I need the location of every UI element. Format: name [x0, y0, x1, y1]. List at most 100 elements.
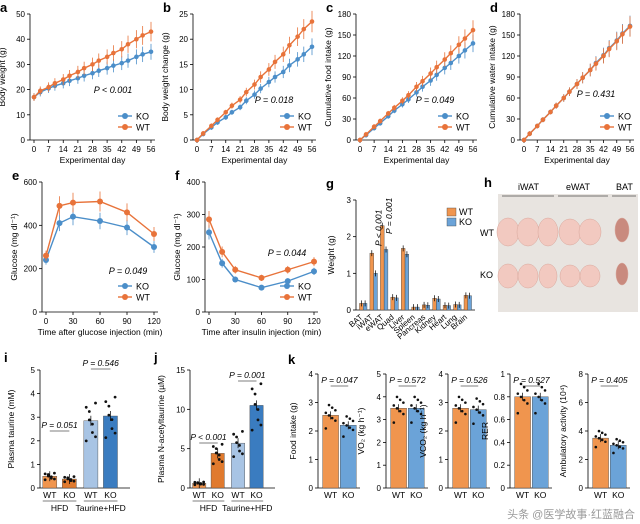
panel-k5-data-point — [612, 442, 615, 446]
panel-e-point-ko — [70, 213, 76, 220]
panel-e-x-tick-label: 120 — [147, 317, 161, 326]
panel-k3-data-point — [460, 398, 464, 402]
panel-e-y-tick-label: 600 — [24, 178, 38, 187]
panel-g-legend-label-ko: KO — [459, 217, 472, 227]
panel-a-point-wt — [104, 54, 110, 60]
panel-d-point-wt — [561, 95, 567, 101]
panel-letter-h: h — [484, 175, 492, 190]
panel-b-point-wt — [194, 137, 200, 143]
panel-k2-data-point — [410, 421, 413, 424]
panel-k5-y-tick-label: 2 — [579, 456, 584, 465]
panel-k2-x-tick-label: KO — [410, 490, 423, 500]
panel-a-y-tick-label: 10 — [16, 111, 25, 120]
panel-k2-data-point — [416, 409, 420, 413]
panel-a-point-wt — [81, 65, 87, 71]
panel-b-point-ko — [287, 63, 292, 68]
panel-f-point-ko — [206, 229, 212, 236]
panel-d-x-tick-label: 28 — [573, 145, 582, 154]
panel-f-x-tick-label: 120 — [307, 317, 321, 326]
panel-k2-x-tick-label: WT — [392, 490, 405, 500]
panel-d-point-wt — [601, 53, 606, 59]
panel-e-point-ko — [151, 244, 157, 250]
panel-c-point-wt — [442, 57, 448, 62]
panel-e-x-axis-label: Time after glucose injection (min) — [38, 327, 163, 337]
panel-d-point-wt — [620, 32, 625, 37]
panel-k4-y-tick-label: 0.6 — [494, 416, 506, 425]
panel-b-point-wt — [309, 19, 315, 24]
panel-g-bar-wt — [369, 252, 374, 311]
panel-c-point-wt — [428, 71, 433, 76]
panel-f-point-wt — [311, 258, 317, 265]
panel-b-point-ko — [280, 69, 286, 75]
panel-d-x-tick-label: 14 — [546, 145, 555, 154]
panel-j-data-point — [220, 442, 224, 446]
panel-k4-y-tick-label: 0 — [501, 484, 506, 493]
panel-j-p-value: P = 0.001 — [229, 370, 266, 380]
panel-k2-data-point — [419, 412, 423, 416]
panel-k4-bar-ko — [532, 396, 549, 489]
panel-c-point-ko — [434, 72, 439, 78]
panel-d-y-tick-label: 60 — [506, 94, 515, 103]
panel-k2-data-point — [395, 395, 399, 399]
panel-c-legend-label-ko: KO — [456, 112, 469, 122]
panel-c-point-wt — [392, 105, 397, 111]
panel-k-bar-wt — [322, 415, 339, 489]
panel-letter-g: g — [326, 176, 334, 191]
panel-k5-data-point — [600, 438, 604, 442]
panel-b-point-ko — [266, 79, 272, 85]
panel-k3-bar-ko — [470, 409, 487, 489]
panel-c-x-tick-label: 21 — [398, 145, 407, 154]
panel-c-point-wt — [385, 111, 391, 116]
panel-d-point-wt — [527, 131, 532, 136]
panel-j-data-point — [202, 483, 206, 486]
panel-k4-data-point — [522, 398, 526, 402]
panel-k3-data-point — [454, 404, 458, 407]
panel-d-x-axis-label: Experimental day — [544, 155, 610, 165]
panel-j-data-point — [193, 483, 197, 487]
panel-i-data-point — [84, 439, 88, 443]
panel-c-y-tick-label: 120 — [338, 52, 352, 61]
panel-j-data-point — [193, 480, 197, 484]
depot-label-ewat: eWAT — [566, 182, 591, 192]
panel-i-y-tick-label: 5 — [31, 366, 36, 375]
panel-k4-y-tick-label: 0.8 — [494, 393, 506, 402]
panel-j-x-tick-label: KO — [250, 490, 263, 500]
panel-k4-data-point — [534, 411, 537, 415]
panel-a-point-wt — [125, 41, 131, 47]
panel-k2-data-point — [395, 407, 399, 410]
panel-a-x-tick-label: 49 — [132, 145, 141, 154]
panel-i-p-value: P = 0.051 — [41, 420, 78, 430]
panel-a-x-tick-label: 0 — [32, 145, 37, 154]
panel-j-bar-3 — [249, 405, 264, 489]
panel-f-x-axis-label: Time after insulin injection (min) — [202, 327, 322, 337]
panel-i-data-point — [91, 422, 94, 426]
panel-c-x-tick-label: 42 — [440, 145, 449, 154]
panel-a-y-tick-label: 50 — [16, 10, 25, 19]
panel-i-data-point — [69, 479, 73, 483]
panel-k4-data-point — [516, 411, 520, 415]
panel-a-x-tick-label: 28 — [88, 145, 97, 154]
panel-k5-data-point — [597, 436, 601, 440]
panel-b-point-ko — [301, 52, 307, 57]
panel-j-data-point — [199, 482, 203, 486]
panel-i-x-tick-label: KO — [104, 490, 117, 500]
panel-f-y-tick-label: 200 — [187, 243, 201, 252]
panel-f-y-tick-label: 400 — [187, 178, 201, 187]
panel-g-p-value: P = 0.001 — [384, 197, 394, 234]
panel-k-data-point — [334, 419, 337, 422]
panel-a-p-value: P < 0.001 — [94, 85, 132, 95]
panel-j-data-point — [238, 449, 241, 453]
panel-e-p-value: P = 0.049 — [109, 266, 147, 276]
panel-e-y-tick-label: 0 — [33, 308, 38, 317]
panel-g-y-axis-label: Weight (g) — [326, 235, 336, 274]
panel-c-y-tick-label: 150 — [338, 31, 352, 40]
panel-i-data-point — [110, 418, 114, 422]
tissue-pieces — [496, 217, 630, 289]
panel-c-point-wt — [371, 124, 377, 129]
panel-a-legend-marker-ko — [122, 113, 128, 119]
panel-k5-bar-ko — [610, 445, 627, 489]
panel-f-legend-label-wt: WT — [298, 293, 312, 303]
panel-k5-data-point — [615, 444, 618, 447]
